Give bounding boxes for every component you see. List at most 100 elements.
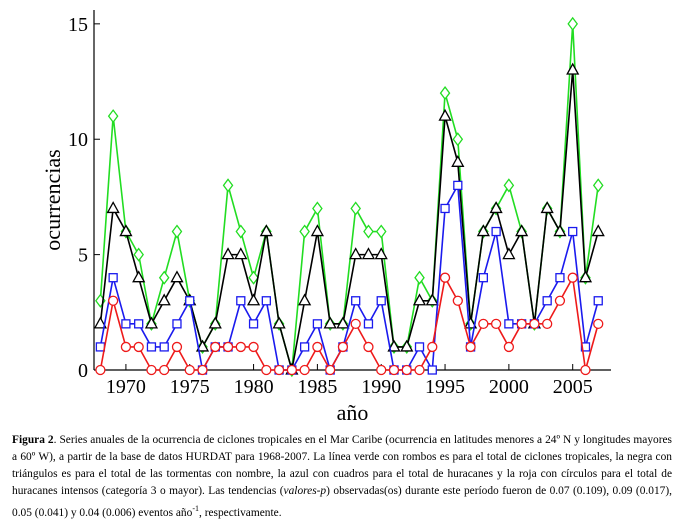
data-point-triangle: [451, 154, 465, 167]
data-point-circle: [401, 364, 412, 376]
data-point-triangle: [566, 62, 580, 75]
data-point-triangle: [349, 247, 363, 260]
data-point-square: [248, 319, 259, 329]
series-line-triangle: [99, 69, 600, 371]
data-point-circle: [490, 318, 502, 329]
data-point-circle: [337, 341, 349, 353]
data-point-diamond: [503, 178, 515, 193]
data-point-diamond: [414, 270, 425, 285]
data-point-triangle: [400, 339, 414, 352]
data-point-triangle: [132, 270, 146, 283]
data-point-square: [121, 319, 131, 329]
series-circle: [95, 272, 604, 376]
data-point-triangle: [578, 270, 593, 283]
data-point-triangle: [463, 316, 478, 329]
data-point-triangle: [412, 293, 427, 306]
data-point-circle: [171, 341, 183, 353]
data-point-triangle: [298, 293, 312, 306]
data-point-diamond: [439, 85, 451, 101]
data-point-circle: [197, 364, 208, 376]
data-point-triangle: [310, 224, 324, 237]
x-tick-label: 1975: [170, 376, 210, 398]
data-point-circle: [363, 341, 374, 353]
data-point-diamond: [235, 224, 247, 239]
data-point-triangle: [515, 224, 529, 237]
data-point-circle: [146, 364, 157, 376]
data-point-triangle: [195, 339, 210, 352]
data-point-triangle: [144, 316, 159, 329]
data-point-square: [363, 319, 374, 329]
data-point-square: [185, 296, 195, 306]
data-point-square: [440, 203, 450, 214]
x-axis-title: año: [337, 400, 369, 425]
data-point-triangle: [476, 224, 490, 237]
data-point-square: [172, 319, 182, 329]
data-point-diamond: [171, 224, 183, 239]
x-tick-label: 1995: [425, 376, 465, 398]
data-point-square: [453, 180, 463, 191]
data-point-triangle: [323, 316, 337, 329]
data-point-triangle: [106, 201, 120, 214]
data-point-triangle: [502, 247, 516, 260]
series-layer: [93, 16, 605, 378]
chart: 1970 1975 1980 1985 1990 1995 2000 2005 0 5 10 15 a…: [40, 10, 611, 425]
data-point-diamond: [592, 178, 604, 193]
data-point-triangle: [259, 224, 273, 237]
x-tick-label: 2005: [553, 376, 593, 398]
data-point-square: [593, 296, 603, 306]
data-point-diamond: [158, 270, 170, 285]
data-point-circle: [95, 364, 106, 376]
data-point-circle: [261, 364, 272, 376]
y-tick-label: 15: [68, 14, 88, 36]
data-point-square: [134, 319, 144, 329]
data-point-triangle: [387, 339, 401, 352]
data-point-diamond: [350, 201, 362, 216]
data-point-circle: [580, 364, 591, 376]
data-point-triangle: [438, 108, 452, 121]
data-point-square: [568, 226, 578, 237]
data-point-circle: [376, 364, 387, 376]
data-point-circle: [427, 341, 438, 353]
data-point-circle: [286, 364, 298, 376]
data-point-square: [236, 296, 246, 306]
data-point-triangle: [489, 201, 503, 214]
data-point-triangle: [540, 201, 554, 214]
data-point-circle: [184, 364, 195, 376]
data-point-square: [580, 342, 591, 352]
series-triangle: [93, 62, 605, 375]
data-point-triangle: [221, 247, 235, 260]
data-point-triangle: [336, 316, 350, 329]
data-point-triangle: [591, 224, 605, 237]
caption-text-3: , respectivamente.: [199, 506, 282, 519]
data-point-triangle: [119, 224, 133, 237]
data-point-triangle: [361, 247, 376, 260]
data-point-square: [351, 296, 361, 306]
data-point-circle: [273, 364, 285, 376]
data-point-circle: [567, 272, 578, 283]
data-point-square: [414, 342, 425, 352]
data-point-circle: [222, 341, 234, 353]
data-point-diamond: [363, 224, 374, 239]
data-point-square: [491, 226, 501, 237]
caption-italic: valores-p: [283, 485, 327, 497]
data-point-square: [108, 273, 118, 283]
y-tick-label: 0: [78, 360, 88, 382]
data-point-circle: [312, 341, 323, 353]
data-point-circle: [593, 318, 604, 329]
data-point-square: [159, 342, 169, 352]
data-point-triangle: [374, 247, 388, 260]
x-tick-label: 1985: [297, 376, 337, 398]
data-point-triangle: [170, 270, 184, 283]
data-point-triangle: [157, 293, 171, 306]
data-point-square: [299, 342, 310, 352]
tick-labels: 1970 1975 1980 1985 1990 1995 2000 2005 0 5 10 15: [68, 14, 593, 398]
y-tick-label: 5: [78, 245, 88, 267]
data-point-triangle: [93, 316, 107, 329]
data-point-triangle: [553, 224, 567, 237]
data-point-diamond: [567, 16, 579, 31]
data-point-circle: [210, 341, 221, 353]
data-point-square: [95, 342, 106, 352]
data-point-circle: [529, 318, 540, 329]
x-tick-label: 2000: [489, 376, 529, 398]
data-point-circle: [478, 318, 489, 329]
